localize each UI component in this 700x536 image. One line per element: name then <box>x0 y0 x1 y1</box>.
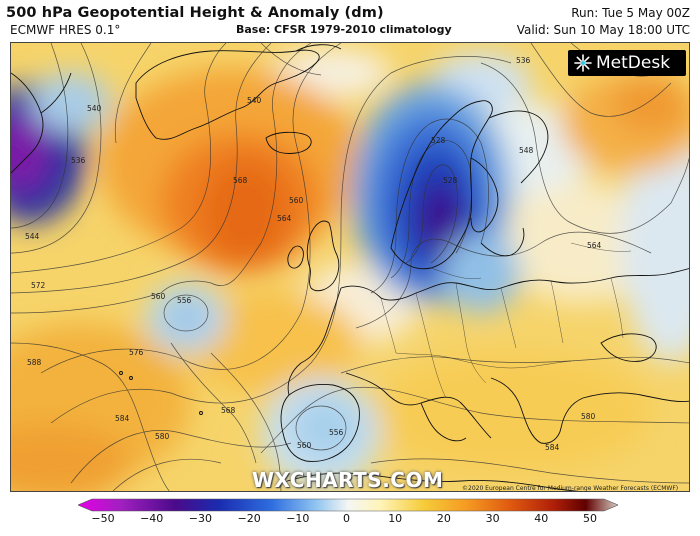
colorbar-tick-label: 10 <box>388 512 403 525</box>
contour-label: 584 <box>115 414 130 423</box>
contour-label: 564 <box>277 214 292 223</box>
anomaly-colorbar <box>78 498 618 512</box>
wxcharts-watermark: WXCHARTS.COM <box>252 468 444 492</box>
colorbar-tick-label: 30 <box>485 512 500 525</box>
contour-label: 540 <box>247 96 262 105</box>
colorbar-tick-label: −30 <box>188 512 212 525</box>
country-borders <box>380 242 632 399</box>
colorbar-tick-label: 50 <box>583 512 597 525</box>
contour-label: 568 <box>233 176 248 185</box>
contour-label: 584 <box>545 443 560 452</box>
weather-map[interactable]: 540 540 536 528 528 536 548 568 560 564 … <box>10 42 690 492</box>
contour-label: 560 <box>297 441 312 450</box>
colorbar-tick-label: −10 <box>286 512 310 525</box>
height-contours <box>11 43 689 491</box>
contour-label: 572 <box>31 281 46 290</box>
metdesk-logo: MetDesk <box>568 50 686 76</box>
run-time: Run: Tue 5 May 00Z <box>571 6 690 20</box>
contour-label: 540 <box>87 104 102 113</box>
contour-label: 556 <box>177 296 192 305</box>
base-climatology: Base: CFSR 1979-2010 climatology <box>236 23 452 36</box>
contour-label: 528 <box>443 176 458 185</box>
contour-labels: 540 540 536 528 528 536 548 568 560 564 … <box>25 56 602 452</box>
metdesk-logo-icon <box>574 54 592 72</box>
contour-label: 580 <box>581 412 596 421</box>
contour-label: 560 <box>289 196 304 205</box>
contour-label: 576 <box>129 348 144 357</box>
contour-label: 544 <box>25 232 40 241</box>
contour-label: 548 <box>519 146 534 155</box>
contour-label: 568 <box>221 406 236 415</box>
contour-label: 564 <box>587 241 602 250</box>
contour-label: 528 <box>431 136 446 145</box>
colorbar-tick-label: −40 <box>140 512 164 525</box>
contour-label: 556 <box>329 428 344 437</box>
contour-label: 588 <box>27 358 42 367</box>
colorbar-tick-label: −20 <box>237 512 261 525</box>
model-name: ECMWF HRES 0.1° <box>10 23 121 37</box>
contour-label: 536 <box>516 56 531 65</box>
anomaly-map-svg: 540 540 536 528 528 536 548 568 560 564 … <box>11 43 689 491</box>
chart-header: 500 hPa Geopotential Height & Anomaly (d… <box>0 0 700 42</box>
contour-label: 580 <box>155 432 170 441</box>
metdesk-logo-text: MetDesk <box>596 53 671 73</box>
ecmwf-copyright: ©2020 European Centre for Medium-range W… <box>462 485 679 492</box>
colorbar-bar <box>78 498 618 512</box>
colorbar-tick-label: −50 <box>91 512 115 525</box>
colorbar-tick-label: 20 <box>436 512 451 525</box>
contour-label: 560 <box>151 292 166 301</box>
colorbar-tick-label: 0 <box>343 512 350 525</box>
colorbar-tick-label: 40 <box>534 512 549 525</box>
chart-title: 500 hPa Geopotential Height & Anomaly (d… <box>6 5 384 21</box>
valid-time: Valid: Sun 10 May 18:00 UTC <box>516 23 690 37</box>
colorbar-tick-labels: −50 −40 −30 −20 −10 0 10 20 30 40 50 <box>0 512 700 532</box>
contour-label: 536 <box>71 156 86 165</box>
